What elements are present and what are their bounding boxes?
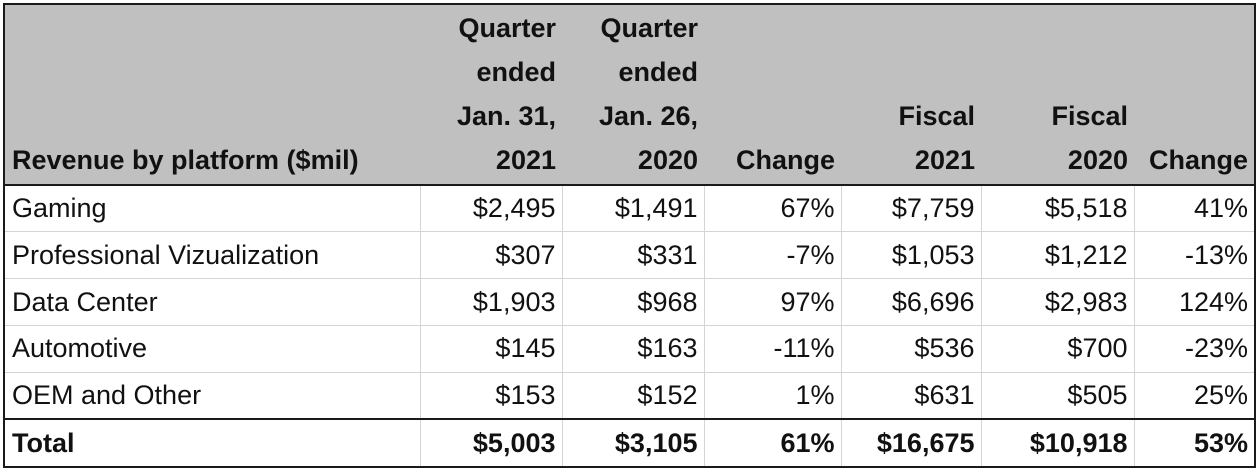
fiscal-2020-cell: $2,983 [981, 278, 1135, 326]
table-row: Automotive $145 $163 -11% $536 $700 -23% [5, 325, 1254, 373]
total-quarter-2020-cell: $3,105 [562, 418, 705, 466]
table-row: Professional Vizualization $307 $331 -7%… [5, 231, 1254, 280]
total-fiscal-2020-cell: $10,918 [981, 418, 1135, 466]
quarter-change-cell: 67% [704, 185, 842, 233]
header-fiscal-change: Change [1134, 5, 1254, 186]
fiscal-2021-cell: $7,759 [841, 185, 982, 233]
revenue-by-platform-table: Revenue by platform ($mil) Quarter ended… [5, 5, 1254, 466]
quarter-2021-cell: $153 [420, 372, 563, 420]
header-quarter-change: Change [704, 5, 841, 186]
fiscal-2020-cell: $1,212 [981, 231, 1135, 280]
table-row: OEM and Other $153 $152 1% $631 $505 25% [5, 372, 1254, 420]
fiscal-2021-cell: $6,696 [841, 278, 982, 326]
fiscal-change-cell: 124% [1134, 278, 1254, 326]
quarter-2020-cell: $163 [562, 325, 705, 373]
table-row: Gaming $2,495 $1,491 67% $7,759 $5,518 4… [5, 185, 1254, 233]
fiscal-2020-cell: $700 [981, 325, 1135, 373]
quarter-2020-cell: $152 [562, 372, 705, 420]
quarter-2021-cell: $307 [420, 231, 563, 280]
total-label-cell: Total [5, 418, 421, 466]
quarter-change-cell: -11% [704, 325, 842, 373]
fiscal-change-cell: 41% [1134, 185, 1254, 233]
header-quarter-2020: Quarter ended Jan. 26, 2020 [562, 5, 704, 186]
fiscal-2021-cell: $631 [841, 372, 982, 420]
header-fiscal-2021: Fiscal 2021 [841, 5, 981, 186]
fiscal-2020-cell: $5,518 [981, 185, 1135, 233]
quarter-2021-cell: $2,495 [420, 185, 563, 233]
fiscal-2021-cell: $536 [841, 325, 982, 373]
revenue-table-container: Revenue by platform ($mil) Quarter ended… [3, 3, 1256, 468]
table-header-row: Revenue by platform ($mil) Quarter ended… [5, 5, 1254, 186]
total-quarter-2021-cell: $5,003 [420, 418, 563, 466]
platform-cell: Professional Vizualization [5, 231, 421, 280]
quarter-change-cell: 97% [704, 278, 842, 326]
total-fiscal-2021-cell: $16,675 [841, 418, 982, 466]
quarter-2021-cell: $1,903 [420, 278, 563, 326]
fiscal-change-cell: -23% [1134, 325, 1254, 373]
fiscal-2020-cell: $505 [981, 372, 1135, 420]
platform-cell: Gaming [5, 185, 421, 233]
quarter-change-cell: 1% [704, 372, 842, 420]
header-quarter-2021: Quarter ended Jan. 31, 2021 [420, 5, 562, 186]
quarter-2020-cell: $1,491 [562, 185, 705, 233]
quarter-2020-cell: $968 [562, 278, 705, 326]
header-fiscal-2020: Fiscal 2020 [981, 5, 1134, 186]
platform-cell: Automotive [5, 325, 421, 373]
table-row: Data Center $1,903 $968 97% $6,696 $2,98… [5, 278, 1254, 326]
header-platform: Revenue by platform ($mil) [5, 5, 420, 186]
total-fiscal-change-cell: 53% [1134, 418, 1254, 466]
platform-cell: OEM and Other [5, 372, 421, 420]
fiscal-2021-cell: $1,053 [841, 231, 982, 280]
fiscal-change-cell: 25% [1134, 372, 1254, 420]
quarter-change-cell: -7% [704, 231, 842, 280]
total-row: Total $5,003 $3,105 61% $16,675 $10,918 … [5, 418, 1254, 466]
fiscal-change-cell: -13% [1134, 231, 1254, 280]
quarter-2020-cell: $331 [562, 231, 705, 280]
quarter-2021-cell: $145 [420, 325, 563, 373]
total-quarter-change-cell: 61% [704, 418, 842, 466]
platform-cell: Data Center [5, 278, 421, 326]
